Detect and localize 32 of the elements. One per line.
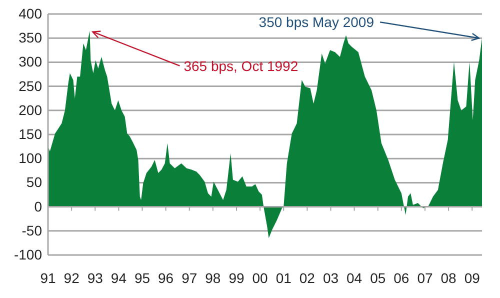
x-tick-label: 99 (228, 270, 244, 286)
x-tick-label: 97 (182, 270, 198, 286)
x-tick-label: 95 (134, 270, 150, 286)
x-tick-label: 05 (370, 270, 386, 286)
y-tick-label: -100 (14, 246, 42, 262)
annotation: 350 bps May 2009 (258, 14, 374, 30)
y-tick-label: 400 (18, 5, 42, 22)
y-tick-label: 250 (18, 78, 42, 94)
annotation: 365 bps, Oct 1992 (184, 58, 298, 74)
x-tick-label: 02 (299, 270, 316, 286)
y-tick-label: 0 (34, 198, 42, 214)
x-tick-label: 04 (346, 270, 362, 286)
y-tick-label: 100 (18, 150, 42, 166)
y-tick-label: 350 (18, 30, 42, 46)
x-tick-label: 93 (87, 270, 104, 286)
x-tick-label: 06 (394, 270, 410, 286)
x-tick-label: 98 (205, 270, 221, 286)
x-tick-label: 01 (276, 270, 292, 286)
x-tick-label: 92 (64, 270, 80, 286)
x-tick-label: 96 (158, 270, 174, 286)
x-tick-label: 00 (252, 270, 268, 286)
x-tick-label: 91 (40, 270, 56, 286)
x-tick-label: 03 (322, 270, 339, 286)
y-tick-label: 300 (18, 54, 42, 70)
y-tick-label: 150 (18, 126, 42, 142)
x-tick-label: 07 (417, 270, 433, 286)
x-tick-label: 08 (440, 270, 457, 286)
y-tick-label: 200 (18, 102, 42, 118)
x-tick-label: 09 (464, 270, 480, 286)
y-tick-label: -50 (22, 222, 42, 238)
y-tick-label: 50 (26, 174, 42, 190)
x-tick-label: 94 (110, 270, 127, 286)
